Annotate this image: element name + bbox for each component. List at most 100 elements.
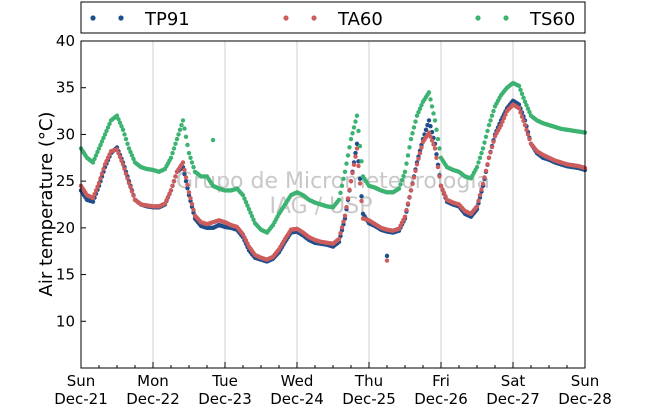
y-tick-label: 15 (56, 266, 75, 284)
data-point (129, 189, 135, 194)
data-point (423, 127, 429, 132)
data-point (482, 140, 487, 145)
x-tick-date: Dec-22 (126, 390, 180, 408)
data-point (339, 183, 345, 189)
legend-label: TS60 (529, 9, 575, 30)
data-point (414, 113, 420, 118)
data-point (501, 115, 507, 121)
data-point (521, 95, 526, 100)
data-point (117, 120, 123, 125)
data-point (485, 162, 490, 167)
data-point (107, 152, 112, 157)
x-tick-date: Dec-25 (342, 390, 396, 408)
data-point (522, 122, 528, 128)
data-point (414, 162, 420, 167)
data-point (92, 156, 97, 162)
data-point (242, 196, 247, 201)
data-point (428, 134, 433, 139)
data-point (384, 253, 390, 259)
data-point (189, 160, 195, 165)
data-point (476, 198, 481, 203)
y-tick-label: 35 (56, 79, 75, 97)
data-point (488, 118, 493, 123)
legend-marker (118, 15, 124, 21)
data-point (345, 196, 351, 201)
y-tick-label: 10 (56, 312, 75, 330)
data-point (90, 160, 96, 165)
data-point (404, 207, 409, 213)
data-point (474, 204, 480, 209)
data-point (417, 150, 423, 156)
data-point (408, 136, 414, 142)
data-point (338, 231, 343, 236)
x-tick-date: Dec-26 (414, 390, 468, 408)
x-tick-weekday: Tue (211, 372, 238, 390)
legend-label: TP91 (144, 9, 190, 30)
data-point (344, 204, 349, 210)
data-point (186, 150, 192, 156)
legend: TP91 TA60 TS60 (80, 1, 586, 34)
data-point (131, 193, 136, 198)
data-point (114, 113, 120, 118)
data-point (426, 90, 432, 95)
data-point (128, 149, 133, 155)
data-point (417, 106, 423, 111)
legend-marker (311, 15, 317, 21)
data-point (432, 146, 438, 151)
data-point (119, 124, 124, 129)
x-axis: SunDec-21MonDec-22TueDec-23WedDec-24ThuD… (54, 362, 612, 408)
data-point (413, 168, 418, 174)
data-point (90, 195, 96, 201)
data-point (483, 168, 489, 174)
y-tick-label: 30 (56, 125, 75, 143)
data-point (336, 197, 342, 203)
legend-entry-ta60: TA60 (283, 9, 383, 30)
data-point (432, 118, 438, 123)
data-point (347, 145, 352, 150)
data-point (518, 87, 523, 93)
data-point (483, 134, 489, 139)
data-point (183, 178, 189, 184)
data-point (396, 186, 402, 191)
data-point (525, 106, 531, 111)
data-point (188, 195, 193, 201)
data-point (488, 150, 493, 155)
data-point (189, 201, 195, 207)
legend-marker (503, 15, 509, 21)
data-point (348, 136, 354, 142)
data-point (186, 190, 192, 195)
data-point (527, 136, 532, 142)
data-point (191, 164, 196, 170)
data-point (126, 146, 132, 151)
data-point (99, 139, 105, 144)
data-point (350, 170, 355, 176)
data-point (353, 150, 358, 156)
data-point (416, 110, 421, 115)
data-point (168, 155, 174, 160)
data-point (183, 175, 189, 180)
data-point (405, 201, 411, 206)
data-point (104, 158, 109, 164)
data-point (99, 171, 105, 176)
data-point (516, 83, 522, 89)
data-point (498, 122, 504, 128)
x-tick-weekday: Sat (501, 372, 526, 390)
data-point (357, 181, 363, 186)
data-point (123, 171, 129, 176)
data-point (357, 143, 363, 149)
x-tick-date: Dec-24 (270, 390, 324, 408)
data-point (185, 185, 190, 191)
data-point (438, 183, 444, 189)
data-point (413, 119, 418, 124)
data-point (102, 162, 108, 167)
data-point (350, 131, 355, 136)
data-point (120, 127, 126, 132)
data-point (210, 137, 216, 143)
data-point (480, 181, 486, 187)
data-point (170, 183, 175, 189)
data-point (93, 153, 99, 158)
data-point (188, 155, 193, 160)
data-point (485, 128, 490, 134)
series-ts60 (78, 80, 588, 235)
